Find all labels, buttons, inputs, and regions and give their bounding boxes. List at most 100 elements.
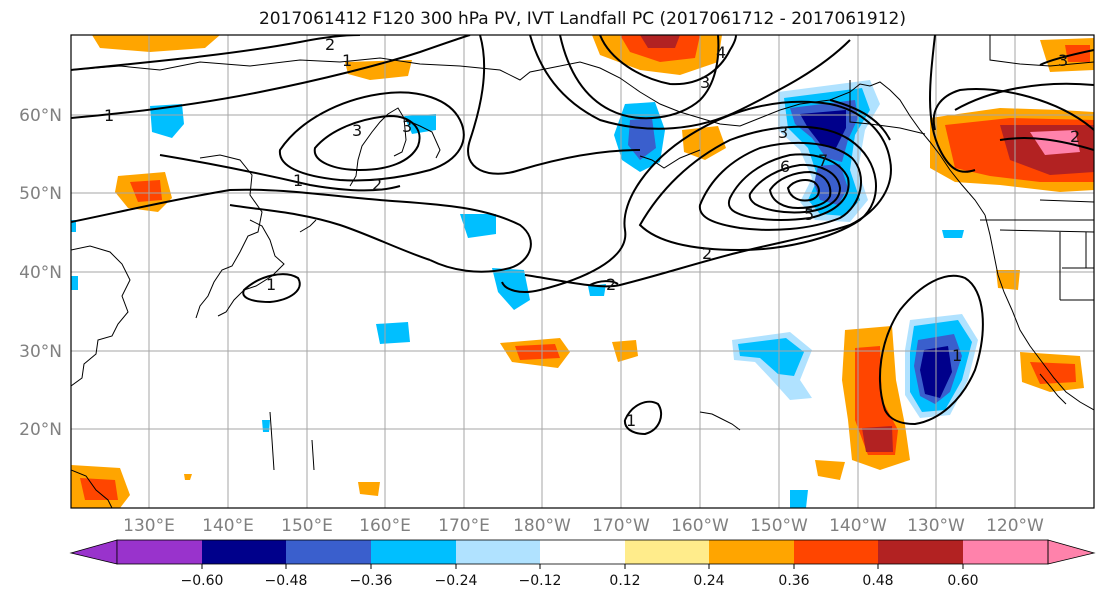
coastline [984, 214, 1094, 411]
lon-tick-label: 160°W [671, 516, 729, 536]
contour-line [879, 274, 984, 426]
map-title: 2017061412 F120 300 hPa PV, IVT Landfall… [258, 9, 906, 29]
contour-line [71, 188, 532, 273]
lon-tick-label: 160°E [359, 516, 411, 536]
contour-line [623, 400, 663, 436]
shade-negative-region [150, 104, 184, 138]
lon-tick-label: 150°W [750, 516, 808, 536]
shade-positive-region [620, 35, 700, 62]
lon-tick-label: 130°W [907, 516, 965, 536]
colorbar-segment [202, 540, 286, 564]
contour-line [638, 125, 877, 252]
contour-label: 3 [700, 73, 710, 92]
colorbar-tick-label: 0.60 [947, 573, 978, 589]
shade-negative-region [404, 114, 436, 134]
shade-positive-region [862, 426, 893, 452]
contour-label: 6 [780, 157, 790, 176]
colorbar-tick-label: −0.12 [519, 573, 562, 589]
lon-tick-label: 180°W [513, 516, 571, 536]
shade-negative-region [738, 338, 804, 376]
contour-label: 7 [818, 151, 828, 170]
contour-line [501, 100, 892, 293]
contour-label: 1 [104, 106, 114, 125]
contour-line [727, 153, 850, 221]
lon-tick-label: 140°W [829, 516, 887, 536]
contour-label: 1 [342, 51, 352, 70]
coastline [71, 469, 113, 508]
shade-negative-region [942, 230, 964, 238]
colorbar-extend-high [1047, 539, 1096, 565]
shade-positive-region [92, 35, 220, 52]
shade-negative-region [790, 490, 808, 508]
contour-line [1039, 49, 1094, 66]
contour-line [932, 88, 1094, 131]
lon-tick-label: 130°E [123, 516, 175, 536]
shade-negative-region [262, 420, 270, 432]
colorbar-tick-label: 0.24 [693, 573, 724, 589]
contour-label: 4 [716, 43, 726, 62]
coastline [71, 245, 131, 387]
lon-tick-label: 170°E [438, 516, 490, 536]
contour-line [242, 273, 301, 304]
map-panel: 2 1 3 1 2 1 1 2 3 2 1 3 6 7 5 3 2 1 4 3 [70, 34, 1095, 509]
shade-positive-region [130, 180, 162, 202]
contour-line [999, 137, 1094, 151]
shade-positive-region [815, 460, 845, 480]
contour-line [529, 35, 851, 130]
coastline [699, 411, 741, 431]
contour-line [559, 35, 720, 120]
lat-tick-label: 20°N [19, 420, 62, 440]
coastline [405, 119, 441, 159]
coastline [639, 149, 701, 169]
coastline [195, 154, 263, 319]
contour-label: 3 [1058, 51, 1068, 70]
coastline [829, 81, 986, 216]
coastline [71, 57, 561, 81]
shade-positive-region [1030, 130, 1080, 155]
shade-negative-region [71, 276, 78, 290]
contour-line [589, 280, 619, 286]
shade-negative-region [71, 220, 76, 232]
coastline [269, 411, 315, 471]
coastline [980, 199, 1094, 301]
colorbar-frame [116, 539, 1049, 565]
colorbar-segment [286, 540, 371, 564]
lat-tick-label: 60°N [19, 106, 62, 126]
contours [71, 35, 1094, 436]
contour-line [313, 114, 421, 172]
contour-labels: 2 1 3 1 2 1 1 2 3 2 1 3 6 7 5 3 2 1 4 3 [104, 35, 1080, 430]
contour-label: 2 [606, 275, 616, 294]
contour-line [748, 163, 842, 214]
colorbar-tick-label: 0.36 [778, 573, 809, 589]
contour-line [768, 170, 832, 210]
contour-line [698, 141, 862, 231]
colorbar-segment [963, 540, 1048, 564]
shade-negative-region [460, 214, 496, 238]
contour-label: 1 [266, 275, 276, 294]
lat-tick-labels: 60°N 50°N 40°N 30°N 20°N [19, 106, 62, 440]
colorbar-tick-label: −0.48 [265, 573, 308, 589]
contour-label: 1 [952, 346, 962, 365]
colorbar-segment [625, 540, 709, 564]
contour-line [159, 154, 401, 192]
coastline [349, 107, 407, 187]
colorbar-ticks [201, 564, 964, 569]
colorbar-extend-low [69, 539, 118, 565]
contour-label: 2 [1070, 127, 1080, 146]
contour-label: 1 [293, 171, 303, 190]
colorbar-tick-label: −0.36 [350, 573, 393, 589]
contour-label: 3 [402, 117, 412, 136]
coastline [989, 35, 1094, 67]
contour-line [278, 91, 465, 182]
contour-label: 2 [325, 35, 335, 54]
lon-tick-label: 150°E [281, 516, 333, 536]
colorbar-segment [878, 540, 963, 564]
contour-label: 2 [372, 175, 382, 194]
coastline [1039, 373, 1067, 405]
colorbar-segment [540, 540, 625, 564]
lon-tick-label: 140°E [202, 516, 254, 536]
gridlines [71, 35, 1094, 508]
contour-line [829, 99, 891, 141]
contour-line [599, 35, 737, 86]
